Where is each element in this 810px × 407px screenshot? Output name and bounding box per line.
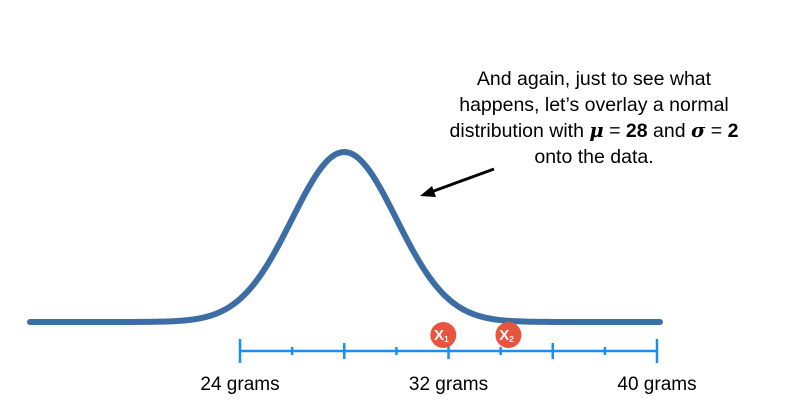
data-point-letter: X: [499, 327, 509, 344]
axis-tick-labels: 24 grams 32 grams 40 grams: [200, 374, 696, 395]
caption-prefix: distribution with: [449, 120, 590, 142]
data-point-subscript: 1: [444, 335, 449, 344]
number-line: 24 grams 32 grams 40 grams: [200, 339, 697, 395]
normal-curve: [27, 149, 663, 325]
caption: And again, just to see what happens, let…: [405, 66, 783, 170]
data-point-marker: X2: [495, 322, 522, 348]
and-word: and: [647, 120, 691, 142]
caption-line-3: distribution with μ = 28 and σ = 2: [405, 118, 783, 144]
axis-tick-label: 32 grams: [409, 374, 488, 395]
sigma-equals: =: [705, 120, 728, 142]
sigma-value: 2: [727, 120, 739, 142]
mu-equals: =: [603, 120, 626, 142]
caption-line-4: onto the data.: [534, 146, 654, 168]
caption-line-2: happens, let’s overlay a normal: [459, 94, 729, 116]
caption-line-1: And again, just to see what: [476, 68, 712, 90]
mu-value: 28: [625, 120, 648, 142]
data-point-marker: X1: [430, 322, 457, 348]
data-point-letter: X: [434, 327, 444, 344]
pointer-arrow: [420, 167, 495, 197]
sigma-symbol: σ: [690, 119, 706, 142]
arrow-head: [420, 186, 436, 197]
data-point-circle: [430, 322, 457, 348]
data-points: X1 X2: [430, 322, 522, 348]
data-point-label: X2: [499, 327, 514, 344]
mu-symbol: μ: [589, 119, 604, 142]
axis-tick-label: 24 grams: [200, 374, 279, 395]
data-point-circle: [495, 322, 522, 348]
data-point-subscript: 2: [509, 335, 514, 344]
axis-tick-label: 40 grams: [617, 374, 696, 395]
data-point-label: X1: [434, 327, 449, 344]
arrow-shaft: [430, 167, 495, 194]
